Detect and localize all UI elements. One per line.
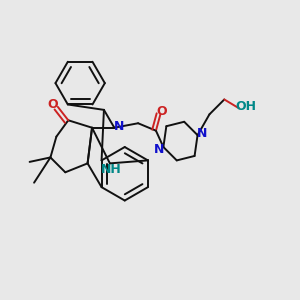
Text: O: O (157, 105, 167, 118)
Text: N: N (114, 120, 124, 133)
Text: O: O (47, 98, 58, 111)
Text: NH: NH (101, 163, 122, 176)
Text: N: N (153, 143, 164, 156)
Text: N: N (197, 127, 208, 140)
Text: OH: OH (235, 100, 256, 113)
